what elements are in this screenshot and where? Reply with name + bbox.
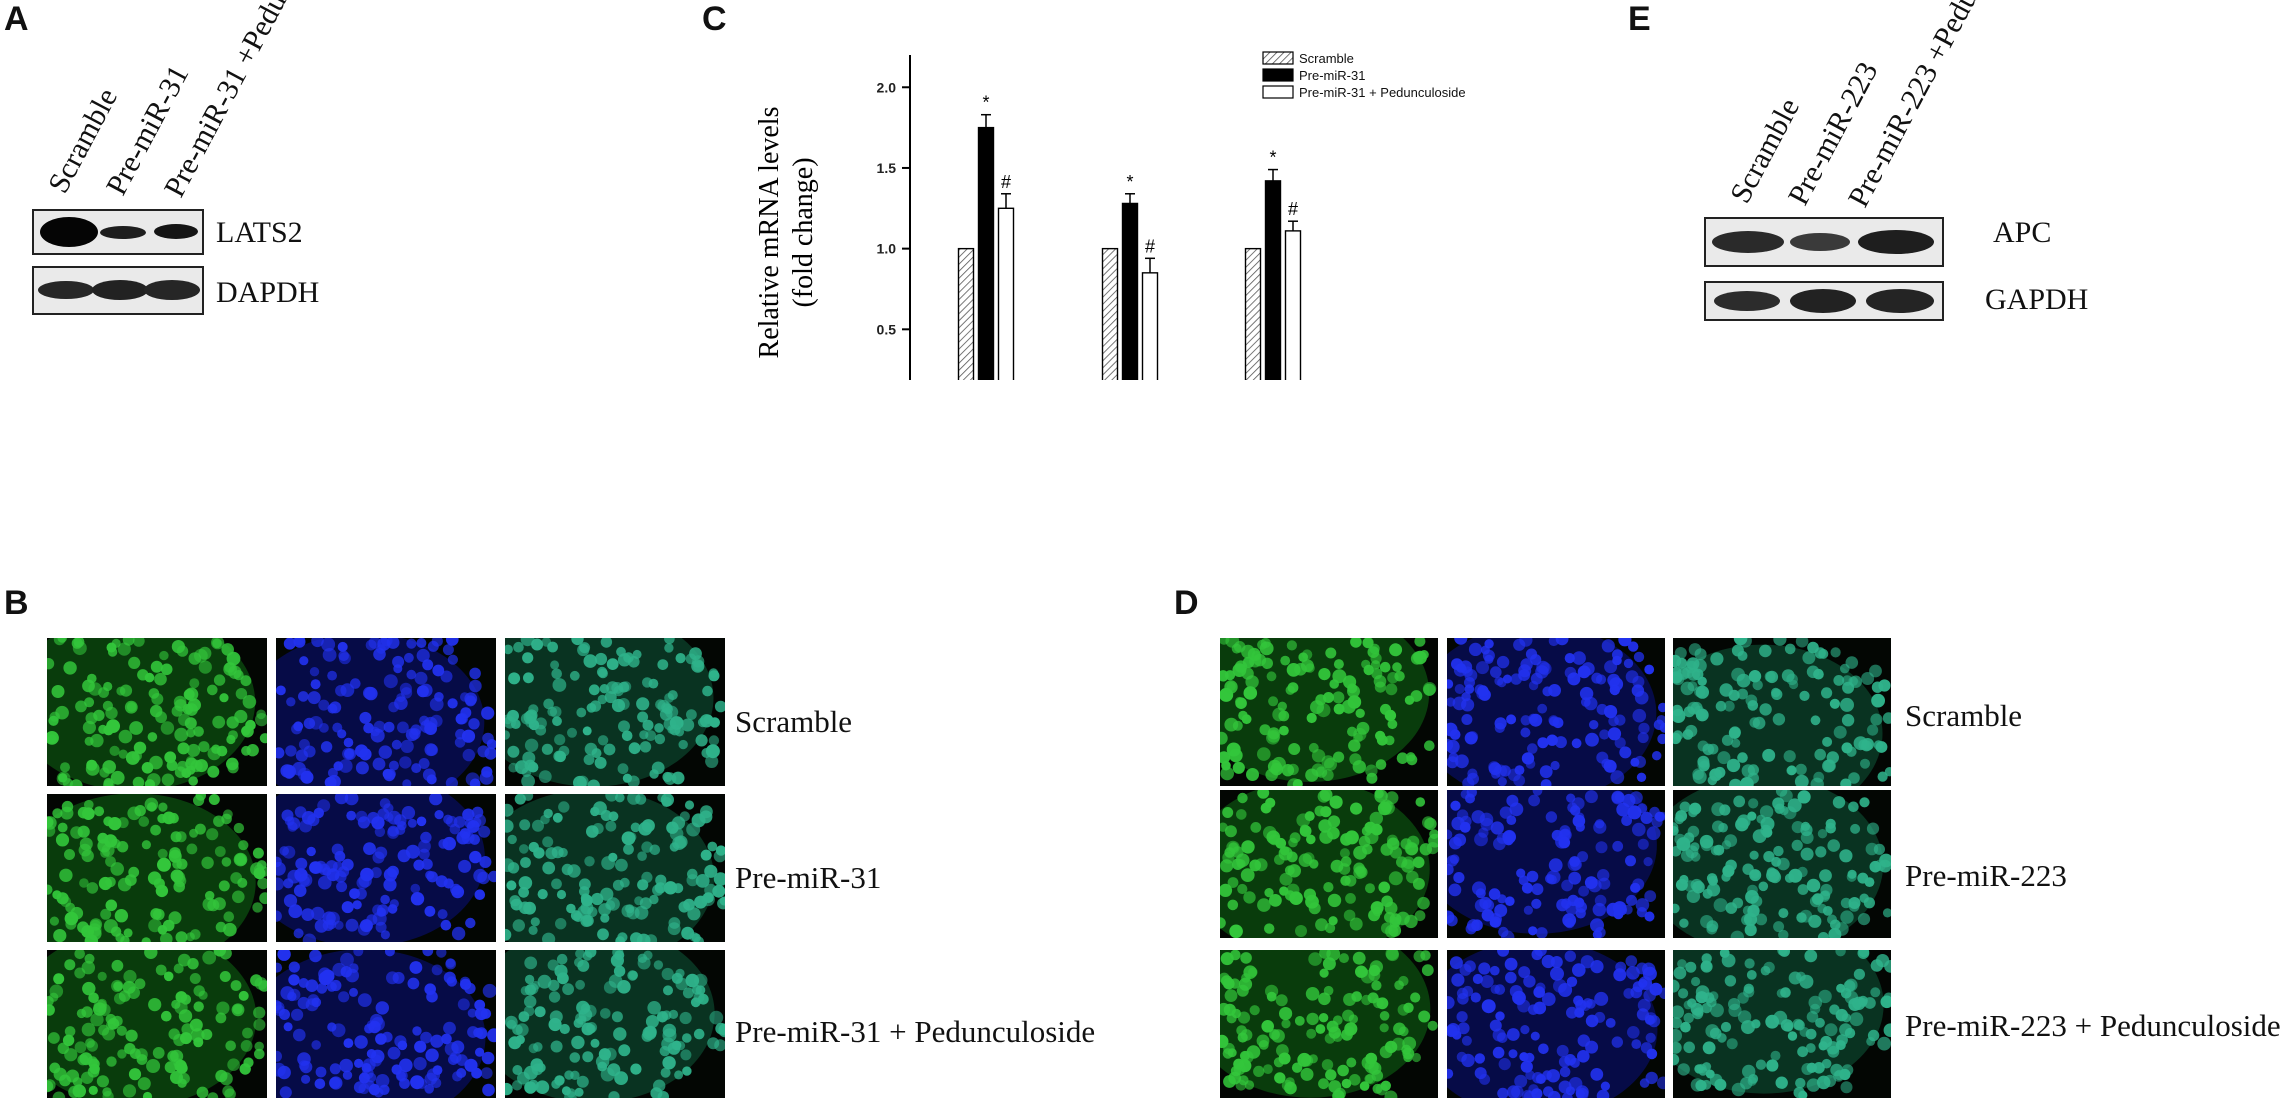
panel-a-blot-dapdh [32,266,204,315]
panel-d-micrograph-r2-merge [1673,790,1891,938]
panel-b-micrograph-r2-gfp [47,794,267,942]
dapdh-band-2 [92,280,148,300]
panel-d-micrograph-r1-gfp [1220,638,1438,786]
y-axis-label: Relative mRNA levels [754,107,785,359]
panel-d-micrograph-r1-dapi [1447,638,1665,786]
panel-b-micrograph-r1-dapi [276,638,496,786]
bar-areg-0 [1101,247,1119,380]
dapdh-band-3 [144,280,200,300]
panel-e-label-gapdh: GAPDH [1985,283,2089,316]
legend-swatch [1262,51,1294,65]
panel-b-row-label-1: Scramble [735,704,853,739]
bar-areg-1 [1121,202,1139,380]
dapdh-band-1 [38,281,94,299]
lats2-band-1 [40,217,98,247]
panel-e-blot-gapdh [1704,281,1944,321]
panel-d-row-label-2: Pre-miR-223 [1905,858,2067,893]
bar-cyr61-2 [1284,230,1302,380]
legend-entry: Pre-miR-31 + Pedunculoside [1299,85,1466,100]
panel-e-letter: E [1628,0,1651,38]
panel-d-micrograph-r2-dapi [1447,790,1665,938]
apc-band-2 [1790,233,1850,251]
bar-ctgf-0 [957,247,975,380]
legend-swatch [1262,68,1294,82]
panel-d-micrograph-r3-dapi [1447,950,1665,1098]
panel-e-lane-3: Pre-miR-223 +Pedunculoside [1841,0,2039,213]
panel-a-lane-3: Pre-miR-31 +Pedunculoside [157,0,347,203]
apc-band-1 [1712,231,1784,253]
significance-mark: # [1288,199,1298,219]
panel-d-micrograph-r2-gfp [1220,790,1438,938]
gapdh-band-2 [1790,289,1856,313]
panel-b-micrograph-r3-gfp [47,950,267,1098]
panel-b-micrograph-r1-gfp [47,638,267,786]
bar-areg-2 [1141,272,1159,380]
panel-d-letter: D [1174,584,1199,622]
significance-mark: * [1269,148,1276,168]
panel-a-letter: A [4,0,29,38]
panel-d-row-label-1: Scramble [1905,698,2023,733]
panel-d-row-label-3: Pre-miR-223 + Pedunculoside [1905,1008,2281,1043]
y-tick-label: 0.5 [877,321,897,337]
panel-b-letter: B [4,584,29,622]
significance-mark: * [1126,172,1133,192]
bar-ctgf-1 [977,126,995,380]
y-tick-label: 1.0 [877,241,897,257]
y-tick-label: 2.0 [877,79,897,95]
panel-a-label-dapdh: DAPDH [216,276,320,309]
lats2-band-3 [154,224,198,239]
panel-b-micrograph-r3-dapi [276,950,496,1098]
panel-b-micrograph-r1-merge [505,638,725,786]
bar-cyr61-1 [1264,180,1282,380]
legend-entry: Pre-miR-31 [1299,68,1365,83]
panel-d-micrograph-r1-merge [1673,638,1891,786]
panel-b-row-label-3: Pre-miR-31 + Pedunculoside [735,1014,1096,1049]
panel-c-letter: C [702,0,727,38]
apc-band-3 [1858,230,1934,254]
panel-b-micrograph-r3-merge [505,950,725,1098]
significance-mark: # [1001,172,1011,192]
panel-a-label-lats2: LATS2 [216,216,303,249]
panel-b-row-label-2: Pre-miR-31 [735,860,882,895]
y-axis-label: (fold change) [788,157,819,307]
significance-mark: * [982,93,989,113]
bar-ctgf-2 [997,207,1015,380]
panel-d-micrograph-r3-gfp [1220,950,1438,1098]
panel-e-label-apc: APC [1993,216,2052,249]
lats2-band-2 [100,226,146,239]
gapdh-band-1 [1714,291,1780,311]
gapdh-band-3 [1866,289,1934,313]
legend-entry: Scramble [1299,51,1354,66]
bar-cyr61-0 [1244,247,1262,380]
panel-d-micrograph-r3-merge [1673,950,1891,1098]
panel-a-blot-lats2 [32,209,204,255]
panel-b-micrograph-r2-dapi [276,794,496,942]
legend-swatch [1262,85,1294,99]
panel-b-micrograph-r2-merge [505,794,725,942]
significance-mark: # [1145,236,1155,256]
y-tick-label: 1.5 [877,160,897,176]
panel-e-blot-apc [1704,217,1944,267]
